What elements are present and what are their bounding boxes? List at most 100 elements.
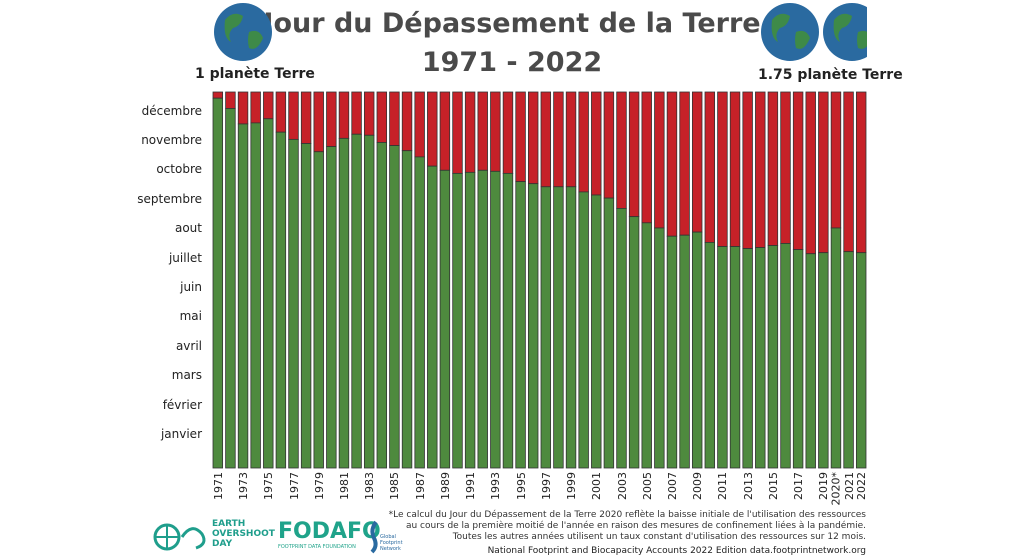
logo-text: FODAFO — [278, 519, 381, 544]
bar-remaining-2002 — [603, 91, 615, 199]
footnote-line: *Le calcul du Jour du Dépassement de la … — [388, 510, 866, 520]
x-tick-label: 2007 — [665, 472, 679, 500]
bar-overshoot-1973 — [237, 123, 249, 469]
logo-text: OVERSHOOT — [212, 529, 275, 539]
x-tick-label: 1991 — [464, 472, 478, 500]
bar-overshoot-2003 — [616, 208, 627, 469]
bar-overshoot-1996 — [527, 183, 539, 469]
x-tick-label: 1977 — [287, 472, 301, 500]
bar-overshoot-1997 — [540, 186, 552, 469]
bar-remaining-2013 — [742, 91, 753, 249]
bar-remaining-2012 — [729, 91, 741, 247]
bar-overshoot-2020 — [830, 227, 842, 469]
bar-remaining-2008 — [679, 91, 690, 236]
bar-remaining-1972 — [225, 91, 236, 109]
x-tick-label: 2009 — [691, 472, 705, 500]
bar-remaining-2010 — [704, 91, 716, 243]
x-tick-label: 2022 — [855, 472, 869, 500]
bar-overshoot-1980 — [326, 146, 337, 469]
bar-overshoot-2011 — [717, 246, 728, 469]
bar-overshoot-1972 — [225, 108, 236, 469]
bar-overshoot-1986 — [401, 150, 413, 469]
bar-remaining-2000 — [578, 91, 589, 193]
bar-remaining-1997 — [540, 91, 552, 188]
bar-remaining-2020 — [830, 91, 842, 229]
bar-remaining-1978 — [300, 91, 312, 144]
bar-remaining-1993 — [490, 91, 501, 172]
bar-overshoot-1990 — [452, 172, 463, 469]
logo-text: Global Footprint Network — [380, 534, 403, 552]
footnote-line: Toutes les autres années utilisent un ta… — [452, 532, 866, 542]
x-tick-label: 1995 — [514, 472, 528, 500]
bar-overshoot-1979 — [313, 151, 324, 469]
chart-subtitle: 1971 - 2022 — [421, 47, 603, 78]
bar-remaining-1980 — [326, 91, 337, 147]
bar-overshoot-2005 — [641, 222, 652, 469]
x-tick-label: 2011 — [716, 472, 730, 500]
bar-remaining-2011 — [717, 91, 728, 247]
y-tick-label: juin — [180, 280, 202, 294]
bar-overshoot-2000 — [578, 191, 589, 469]
bar-remaining-1988 — [427, 91, 438, 167]
bar-remaining-1999 — [565, 91, 577, 188]
bar-remaining-2017 — [792, 91, 804, 251]
footnote-line: au cours de la première moitié de l'anné… — [405, 521, 866, 531]
bar-remaining-1982 — [351, 91, 362, 135]
bar-overshoot-1995 — [515, 181, 526, 469]
bar-remaining-1996 — [527, 91, 539, 185]
bar-overshoot-2008 — [679, 234, 690, 469]
bar-overshoot-2022 — [855, 252, 867, 469]
x-tick-label: 1999 — [565, 472, 579, 500]
footnote: *Le calcul du Jour du Dépassement de la … — [389, 510, 866, 543]
bar-remaining-2021 — [843, 91, 854, 253]
bar-remaining-1979 — [313, 91, 324, 153]
bar-overshoot-2009 — [691, 231, 703, 469]
bar-overshoot-2016 — [780, 243, 791, 469]
x-tick-label: 1983 — [363, 472, 377, 500]
y-tick-label: décembre — [141, 103, 202, 118]
bar-remaining-2018 — [805, 91, 816, 255]
bar-remaining-1975 — [263, 91, 274, 120]
bar-overshoot-1975 — [263, 118, 274, 469]
x-tick-label: 1973 — [237, 472, 251, 500]
y-tick-label: septembre — [137, 191, 202, 206]
bar-remaining-1989 — [439, 91, 451, 171]
bar-overshoot-1999 — [565, 186, 577, 469]
bar-overshoot-2006 — [654, 227, 665, 469]
x-tick-label: 2019 — [817, 472, 831, 500]
bar-remaining-1990 — [452, 91, 463, 174]
x-tick-label: 1981 — [337, 472, 351, 500]
bar-overshoot-2018 — [805, 253, 816, 469]
x-tick-label: 2005 — [640, 472, 654, 500]
bar-remaining-2003 — [616, 91, 627, 209]
y-tick-label: mars — [171, 368, 202, 383]
bar-remaining-1987 — [414, 91, 425, 158]
bar-overshoot-1981 — [338, 137, 350, 469]
y-tick-label: juillet — [168, 250, 202, 265]
bar-overshoot-1989 — [439, 169, 451, 469]
bar-overshoot-1988 — [427, 165, 438, 469]
bar-overshoot-1987 — [414, 156, 425, 469]
bar-remaining-2022 — [855, 91, 867, 254]
bar-remaining-2015 — [767, 91, 779, 246]
bar-remaining-1998 — [553, 91, 564, 188]
bar-overshoot-1978 — [300, 143, 312, 469]
logo-text: DAY — [212, 539, 233, 549]
y-tick-label: novembre — [141, 133, 202, 147]
bar-overshoot-1976 — [275, 131, 287, 469]
bar-remaining-1977 — [288, 91, 299, 140]
bar-overshoot-2012 — [729, 246, 741, 469]
bar-overshoot-1985 — [389, 145, 400, 469]
bar-overshoot-2017 — [792, 249, 804, 469]
x-tick-label: 2017 — [792, 472, 806, 500]
x-tick-label: 2021 — [842, 472, 856, 500]
bar-remaining-2014 — [755, 91, 766, 248]
x-tick-label: 1993 — [489, 472, 503, 500]
y-tick-label: avril — [175, 338, 202, 353]
bar-overshoot-2013 — [742, 248, 753, 469]
chart-title: Jour du Dépassement de la Terre — [263, 8, 761, 39]
bar-overshoot-1974 — [250, 122, 261, 469]
bar-overshoot-1993 — [490, 170, 501, 469]
y-tick-label: mai — [179, 309, 202, 324]
